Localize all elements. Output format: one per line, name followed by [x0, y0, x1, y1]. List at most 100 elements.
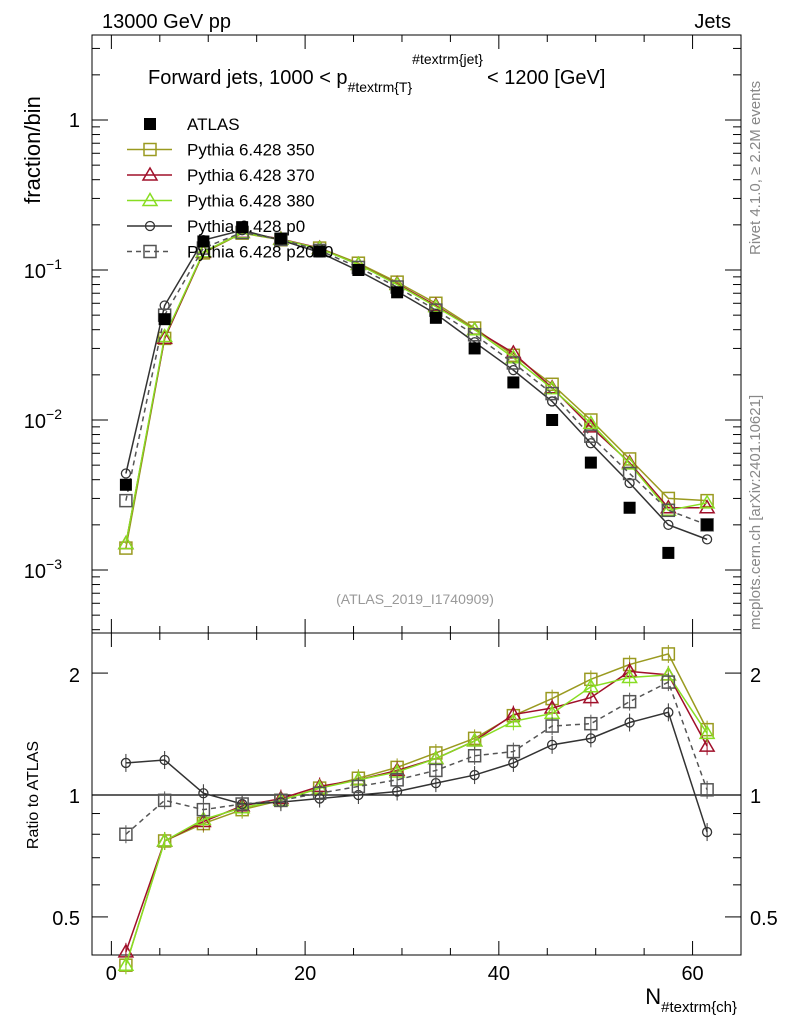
ratio-point-pythia-6-428-380 — [621, 669, 638, 684]
ratio-line-pythia-6-428-380 — [125, 674, 708, 966]
ratio-point-pythia-6-428-380 — [117, 956, 135, 971]
point-atlas — [313, 245, 326, 258]
legend: ATLAS Pythia 6.428 350 Pythia 6.428 370 Pyt… — [127, 115, 334, 262]
ratio-point-pythia-6-428-p0 — [159, 754, 170, 766]
ratio-point-pythia-6-428-380 — [582, 678, 600, 693]
title-sup: #textrm{jet} — [412, 51, 483, 67]
legend-label-pythia-6-428-p2010: Pythia 6.428 p2010 — [187, 243, 334, 262]
ratio-ytick-right-0.5: 0.5 — [750, 908, 778, 930]
point-pythia-6-428-380 — [427, 298, 445, 313]
ytick-label-1: 1 — [69, 110, 80, 132]
title-main: Forward jets, 1000 < p — [148, 67, 348, 89]
ratio-point-pythia-6-428-380 — [505, 712, 522, 728]
line-pythia-6-428-370 — [125, 231, 708, 544]
title-sub: #textrm{T} — [348, 79, 413, 95]
rivet-label: Rivet 4.1.0, ≥ 2.2M events — [747, 81, 764, 255]
ratio-point-pythia-6-428-p0 — [546, 739, 558, 750]
title-end: < 1200 [GeV] — [487, 67, 605, 89]
legend-marker-pythia-6-428-380 — [141, 192, 159, 207]
ratio-line-pythia-6-428-370 — [125, 670, 708, 953]
point-pythia-6-428-p2010 — [661, 503, 676, 518]
point-atlas — [429, 311, 442, 324]
point-pythia-6-428-p0 — [585, 438, 597, 449]
ratio-point-pythia-6-428-p2010 — [119, 827, 133, 841]
legend-marker-atlas — [144, 118, 156, 130]
xtick-label-40: 40 — [488, 963, 510, 985]
ratio-panel-frame — [91, 632, 742, 956]
point-pythia-6-428-380 — [660, 501, 677, 517]
point-atlas — [352, 264, 365, 276]
ratio-point-pythia-6-428-p0 — [198, 788, 209, 799]
ratio-point-pythia-6-428-p0 — [585, 733, 597, 744]
point-pythia-6-428-p2010 — [119, 493, 133, 508]
ratio-point-pythia-6-428-p2010 — [351, 779, 366, 794]
legend-marker-pythia-6-428-350 — [143, 142, 157, 157]
legend-marker-pythia-6-428-p2010 — [143, 244, 157, 259]
ratio-point-pythia-6-428-p2010 — [429, 763, 443, 778]
ratio-line-pythia-6-428-p2010 — [125, 681, 708, 835]
legend-marker-pythia-6-428-370 — [141, 166, 159, 181]
ratio-line-pythia-6-428-350 — [125, 653, 708, 966]
point-atlas — [197, 235, 210, 248]
point-atlas — [468, 342, 481, 355]
ratio-point-pythia-6-428-p2010 — [622, 694, 637, 709]
x-axis-label-main: N — [645, 984, 661, 1009]
legend-label-pythia-6-428-370: Pythia 6.428 370 — [187, 166, 315, 185]
point-pythia-6-428-380 — [117, 535, 135, 550]
point-atlas — [119, 478, 132, 491]
ratio-point-pythia-6-428-p2010 — [235, 797, 249, 811]
line-pythia-6-428-p0 — [125, 229, 708, 541]
point-pythia-6-428-380 — [195, 243, 212, 258]
point-pythia-6-428-370 — [582, 418, 600, 433]
ratio-point-pythia-6-428-p0 — [624, 717, 635, 728]
legend-label-pythia-6-428-350: Pythia 6.428 350 — [187, 141, 315, 160]
legend-label-pythia-6-428-380: Pythia 6.428 380 — [187, 192, 315, 211]
ratio-ytick-2: 2 — [69, 665, 80, 687]
point-atlas — [546, 414, 559, 426]
ratio-ytick-1: 1 — [69, 786, 80, 808]
point-atlas — [274, 232, 287, 245]
xtick-label-0: 0 — [106, 963, 117, 985]
point-pythia-6-428-380 — [582, 414, 600, 430]
ratio-ytick-0.5: 0.5 — [52, 908, 80, 930]
point-atlas — [623, 501, 636, 514]
ratio-point-pythia-6-428-p2010 — [545, 719, 559, 733]
ratio-point-pythia-6-428-p2010 — [661, 675, 676, 689]
ratio-point-pythia-6-428-p0 — [663, 707, 674, 718]
ratio-point-pythia-6-428-350 — [661, 647, 676, 661]
point-atlas — [662, 546, 675, 559]
point-pythia-6-428-370 — [698, 499, 716, 514]
line-pythia-6-428-p2010 — [125, 231, 708, 526]
point-atlas — [701, 518, 714, 531]
legend-label-atlas: ATLAS — [187, 115, 240, 134]
analysis-tag: (ATLAS_2019_I1740909) — [336, 591, 494, 607]
point-atlas — [158, 313, 171, 326]
ratio-point-pythia-6-428-p2010 — [467, 749, 482, 763]
ytick-label-1e-3: 10−3 — [24, 556, 62, 583]
point-pythia-6-428-p0 — [546, 396, 558, 407]
ytick-label-1e-2: 10−2 — [24, 406, 62, 433]
ratio-point-pythia-6-428-p2010 — [506, 744, 521, 759]
ratio-point-pythia-6-428-p2010 — [157, 793, 172, 808]
ratio-series-group — [117, 644, 716, 975]
point-pythia-6-428-p2010 — [622, 466, 637, 481]
ratio-point-pythia-6-428-380 — [156, 832, 173, 847]
point-atlas — [391, 286, 404, 299]
header-left: 13000 GeV pp — [102, 11, 231, 33]
ratio-point-pythia-6-428-p2010 — [700, 783, 714, 797]
ratio-point-pythia-6-428-380 — [466, 732, 483, 747]
ratio-point-pythia-6-428-p0 — [469, 769, 480, 781]
point-atlas — [236, 221, 249, 234]
y-axis-label: fraction/bin — [20, 96, 45, 204]
point-pythia-6-428-p2010 — [545, 386, 559, 401]
point-pythia-6-428-p0 — [508, 364, 519, 376]
ratio-point-pythia-6-428-p0 — [701, 826, 713, 838]
x-axis-label-sub: #textrm{ch} — [661, 999, 737, 1016]
main-axis-ticks — [92, 35, 741, 633]
ratio-point-pythia-6-428-380 — [698, 724, 716, 740]
ratio-y-axis-label: Ratio to ATLAS — [25, 741, 42, 849]
ratio-point-pythia-6-428-p2010 — [312, 786, 327, 800]
point-pythia-6-428-p0 — [701, 534, 713, 545]
header-right: Jets — [694, 11, 731, 33]
